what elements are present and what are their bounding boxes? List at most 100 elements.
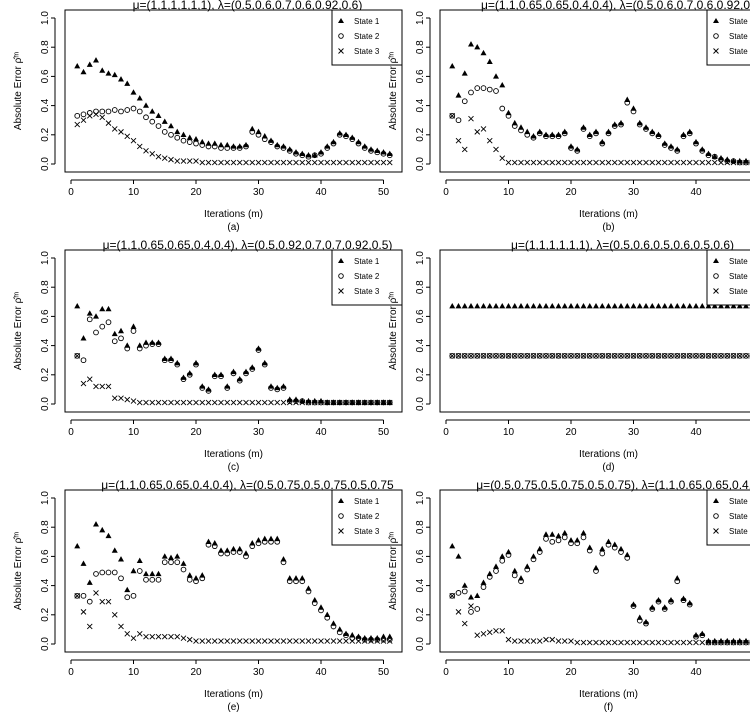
point-state-3 [243,399,249,406]
data-points [449,529,750,646]
point-state-3 [118,623,124,630]
legend-marker-circle [338,273,344,279]
point-state-2 [149,118,156,125]
point-state-2 [186,576,193,583]
point-state-3 [311,159,318,166]
point-state-3 [655,639,662,646]
point-state-1 [480,49,487,56]
x-tick-label: 10 [128,667,140,678]
point-state-2 [474,606,481,612]
point-state-3 [505,159,512,166]
y-tick-label: 0.0 [40,157,51,171]
point-state-3 [711,353,718,359]
point-state-1 [236,375,243,382]
point-state-1 [624,96,631,102]
point-state-2 [74,352,81,359]
point-state-3 [518,353,524,359]
point-state-1 [93,521,99,527]
point-state-1 [468,302,474,309]
point-state-3 [574,353,581,359]
point-state-3 [668,353,674,359]
point-state-3 [549,353,556,359]
legend-marker-x [713,528,719,534]
point-state-3 [74,593,81,599]
point-state-1 [261,359,268,366]
point-state-1 [118,327,124,334]
point-state-3 [568,353,574,359]
point-state-1 [324,143,331,149]
point-state-2 [130,592,137,599]
point-state-1 [611,541,618,547]
point-state-1 [574,146,581,152]
legend: State 1 State 2 State 3 [706,489,750,546]
point-state-1 [655,131,662,137]
point-state-1 [93,313,99,319]
point-state-1 [461,302,468,309]
legend-box [331,489,403,546]
y-tick-label: 0.6 [40,69,51,83]
y-axis: 0.0 0.2 0.4 0.6 0.8 1.0 [40,251,56,411]
point-state-1 [630,302,637,309]
point-state-2 [680,352,687,359]
point-state-3 [480,126,487,132]
y-tick-label: 0.6 [40,549,51,563]
point-state-1 [580,302,587,309]
point-state-1 [630,601,637,607]
point-state-3 [718,159,724,166]
point-state-3 [255,159,262,166]
point-state-3 [186,158,193,164]
y-tick-label: 1.0 [40,11,51,25]
point-state-3 [499,155,506,161]
point-state-1 [168,122,174,129]
point-state-2 [593,352,599,359]
point-state-1 [343,399,349,405]
point-state-3 [86,623,93,630]
point-state-3 [568,159,574,166]
point-state-3 [661,639,668,646]
point-state-3 [693,159,699,166]
point-state-1 [130,89,137,95]
point-state-2 [718,352,724,359]
point-state-3 [486,137,493,144]
legend-label-state-2: State 2 [354,32,380,41]
point-state-2 [99,323,106,330]
point-state-3 [261,159,268,166]
y-axis-label: Absolute Error ρ̂ᵐ [387,52,399,130]
point-state-1 [505,548,512,555]
y-tick-label: 0.8 [40,520,51,534]
y-tick-label: 0.2 [40,367,51,381]
point-state-3 [674,353,681,359]
point-state-3 [530,353,537,359]
point-state-3 [449,353,456,359]
x-tick-label: 40 [315,187,327,198]
point-state-1 [486,58,493,64]
point-state-1 [561,529,568,536]
point-state-2 [711,352,718,359]
point-state-3 [386,638,393,644]
point-state-1 [643,302,649,309]
legend-box [706,9,750,66]
point-state-1 [230,143,237,149]
point-state-1 [255,128,262,135]
point-state-2 [611,352,618,359]
point-state-1 [668,597,674,603]
point-state-1 [711,153,718,159]
point-state-3 [543,353,549,359]
y-axis: 0.0 0.2 0.4 0.6 0.8 1.0 [415,251,431,411]
x-tick-label: 40 [315,427,327,438]
point-state-3 [180,158,187,164]
y-tick-label: 0.0 [415,157,426,171]
legend: State 1 State 2 State 3 [331,489,403,546]
point-state-1 [361,399,368,405]
point-state-1 [118,76,124,82]
point-state-3 [374,159,381,166]
legend-label-state-2: State 2 [729,272,750,281]
point-state-2 [74,112,81,119]
point-state-3 [168,156,174,163]
y-tick-label: 0.2 [415,367,426,381]
point-state-3 [243,159,249,166]
point-state-1 [661,604,668,610]
point-state-2 [80,592,87,599]
point-state-1 [468,594,474,600]
point-state-1 [699,146,706,152]
